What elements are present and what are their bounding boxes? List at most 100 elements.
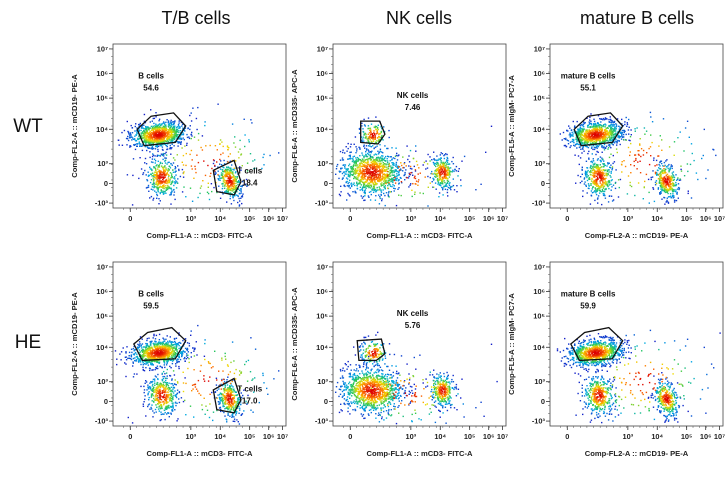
event-dot — [382, 189, 384, 191]
event-dot — [226, 182, 228, 184]
event-dot — [155, 116, 157, 118]
event-dot — [397, 179, 399, 181]
event-dot — [660, 176, 663, 179]
event-dot — [370, 171, 373, 173]
event-dot — [586, 146, 588, 148]
event-dot — [414, 170, 417, 172]
event-dot — [376, 159, 378, 162]
event-dot — [153, 128, 156, 130]
event-dot — [389, 175, 392, 177]
event-dot — [380, 189, 382, 191]
event-dot — [639, 144, 641, 146]
event-dot — [189, 187, 192, 189]
event-dot — [372, 140, 375, 142]
event-dot — [599, 130, 601, 133]
event-dot — [356, 182, 358, 184]
event-dot — [623, 136, 625, 138]
event-dot — [352, 165, 355, 167]
event-dot — [364, 162, 366, 164]
event-dot — [241, 185, 243, 187]
event-dot — [182, 176, 185, 178]
event-dot — [214, 170, 216, 172]
event-dot — [123, 129, 126, 132]
event-dot — [609, 134, 611, 136]
event-dot — [374, 137, 376, 139]
event-dot — [169, 178, 171, 180]
event-dot — [355, 171, 357, 173]
event-dot — [177, 165, 179, 167]
event-dot — [379, 136, 381, 139]
event-dot — [441, 186, 443, 189]
event-dot — [230, 177, 233, 179]
event-dot — [587, 139, 589, 141]
event-dot — [164, 160, 166, 162]
event-dot — [586, 129, 588, 132]
event-dot — [411, 171, 413, 174]
event-dot — [191, 200, 194, 202]
event-dot — [587, 169, 589, 172]
event-dot — [446, 177, 448, 180]
event-dot — [369, 169, 371, 171]
event-dot — [368, 175, 370, 177]
event-dot — [629, 151, 631, 153]
event-dot — [400, 181, 403, 183]
event-dot — [393, 179, 396, 182]
event-dot — [606, 175, 608, 177]
event-dot — [590, 174, 592, 176]
event-dot — [241, 195, 244, 197]
event-dot — [218, 185, 220, 187]
event-dot — [404, 179, 406, 181]
event-dot — [356, 160, 358, 163]
event-dot — [349, 187, 351, 189]
event-dot — [149, 121, 151, 123]
event-dot — [392, 157, 395, 159]
event-dot — [166, 181, 168, 183]
event-dot — [171, 164, 173, 166]
event-dot — [688, 136, 690, 138]
event-dot — [659, 178, 661, 181]
event-dot — [339, 171, 341, 173]
event-dot — [588, 121, 590, 123]
event-dot — [594, 199, 596, 202]
event-dot — [169, 136, 172, 138]
event-dot — [590, 190, 593, 192]
event-dot — [163, 129, 165, 131]
event-dot — [438, 170, 440, 172]
event-dot — [252, 160, 254, 162]
event-dot — [667, 167, 669, 170]
event-dot — [239, 139, 241, 142]
event-dot — [662, 165, 664, 167]
event-dot — [404, 171, 406, 174]
event-dot — [130, 134, 132, 136]
event-dot — [594, 162, 596, 165]
event-dot — [643, 127, 646, 129]
event-dot — [602, 119, 604, 121]
event-dot — [630, 142, 632, 145]
event-dot — [678, 187, 681, 189]
event-dot — [680, 165, 682, 167]
event-dot — [153, 177, 156, 179]
event-dot — [590, 124, 593, 126]
event-dot — [622, 129, 625, 132]
event-dot — [238, 205, 241, 207]
event-dot — [374, 125, 377, 127]
event-dot — [586, 167, 589, 169]
event-dot — [648, 202, 650, 204]
event-dot — [611, 143, 614, 145]
event-dot — [365, 180, 367, 183]
event-dot — [431, 173, 433, 175]
event-dot — [224, 185, 226, 187]
event-dot — [219, 163, 221, 165]
event-dot — [349, 158, 351, 160]
event-dot — [219, 177, 221, 179]
event-dot — [368, 196, 370, 198]
event-dot — [131, 132, 134, 134]
event-dot — [269, 154, 271, 157]
event-dot — [339, 170, 342, 173]
event-dot — [414, 169, 417, 171]
event-dot — [597, 184, 599, 187]
event-dot — [224, 171, 226, 173]
event-dot — [183, 171, 185, 173]
event-dot — [612, 135, 614, 137]
